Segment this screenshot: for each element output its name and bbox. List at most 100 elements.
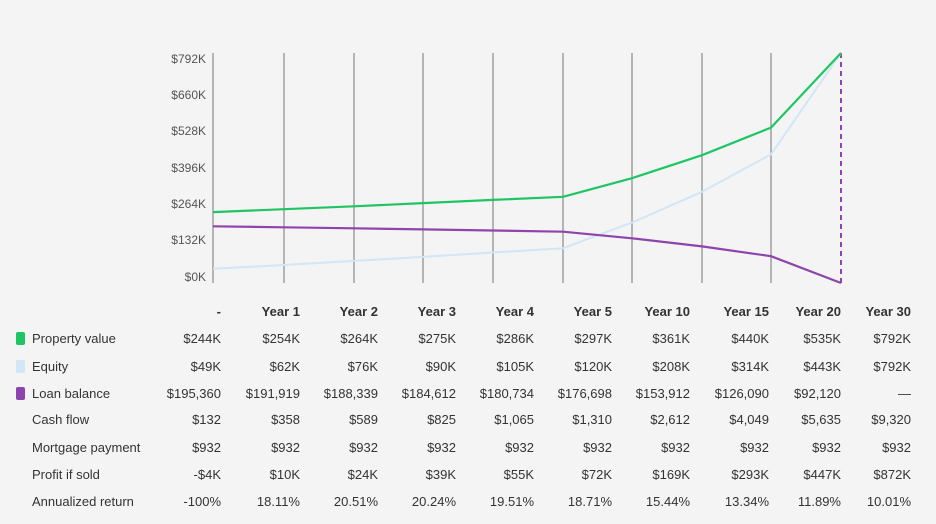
table-cell: $932	[505, 440, 534, 455]
table-cell: $244K	[183, 331, 221, 346]
table-cell: -$4K	[193, 467, 221, 482]
table-cell: $62K	[269, 359, 300, 374]
column-header: Year 10	[644, 304, 690, 319]
table-cell: $92,120	[794, 386, 841, 401]
table-cell: $9,320	[871, 412, 911, 427]
table-row: Loan balance $195,360 $191,919 $188,339 $184…	[0, 383, 936, 405]
table-cell: $932	[271, 440, 300, 455]
row-label: Cash flow	[32, 412, 90, 427]
series-line-loan-balance	[212, 225, 842, 285]
table-cell: $184,612	[401, 386, 456, 401]
table-cell: 10.01%	[866, 494, 911, 509]
table-cell: $589	[349, 412, 378, 427]
table-cell: $49K	[190, 359, 221, 374]
table-cell: 19.51%	[489, 494, 534, 509]
table-cell: $180,734	[479, 386, 534, 401]
table-cell: $932	[427, 440, 456, 455]
chart-series	[212, 52, 842, 285]
table-cell: $872K	[873, 467, 911, 482]
table-cell: $932	[583, 440, 612, 455]
column-header: -	[216, 304, 221, 319]
table-row: Annualized return -100% 18.11% 20.51% 20.24%…	[0, 491, 936, 513]
table-cell: 13.34%	[724, 494, 769, 509]
series-line-equity	[212, 52, 842, 270]
table-cell: $535K	[803, 331, 841, 346]
column-header: Year 2	[339, 304, 378, 319]
table-cell: $24K	[347, 467, 378, 482]
table-row: Equity $49K $62K $76K $90K $105K $120K $208K $31…	[0, 356, 936, 378]
projection-chart: $0K $132K $264K $396K $528K $660K $792K	[171, 52, 842, 285]
table-cell: $132	[192, 412, 221, 427]
y-tick-label: $528K	[171, 124, 206, 138]
table-cell: $72K	[581, 467, 612, 482]
table-cell: $825	[427, 412, 456, 427]
table-row: Cash flow $132 $358 $589 $825 $1,065 $1,310 $2,…	[0, 409, 936, 431]
table-cell: 11.89%	[797, 494, 841, 509]
legend-swatch	[16, 332, 25, 345]
table-cell: $1,065	[494, 412, 534, 427]
table-cell: $169K	[652, 467, 690, 482]
table-cell: $188,339	[323, 386, 378, 401]
table-cell: 18.71%	[567, 494, 612, 509]
table-cell: $191,919	[245, 386, 300, 401]
table-cell: $932	[349, 440, 378, 455]
vertical-gridlines	[212, 53, 842, 283]
column-header: Year 3	[417, 304, 456, 319]
row-label: Loan balance	[32, 386, 111, 401]
column-header: Year 20	[795, 304, 841, 319]
row-label: Mortgage payment	[32, 440, 141, 455]
table-cell: $314K	[731, 359, 769, 374]
table-cell: $297K	[574, 331, 612, 346]
table-cell: $120K	[574, 359, 612, 374]
table-cell: $254K	[262, 331, 300, 346]
table-cell: $358	[271, 412, 300, 427]
row-label: Equity	[32, 359, 69, 374]
table-cell: $264K	[340, 331, 378, 346]
table-cell: $176,698	[557, 386, 612, 401]
table-cell: $792K	[873, 331, 911, 346]
y-tick-label: $660K	[171, 88, 206, 102]
table-cell: $2,612	[650, 412, 690, 427]
table-cell: 18.11%	[256, 494, 300, 509]
column-header: Year 5	[573, 304, 612, 319]
y-tick-label: $396K	[171, 161, 206, 175]
column-header: Year 30	[865, 304, 911, 319]
column-header: Year 15	[723, 304, 769, 319]
table-cell: $4,049	[729, 412, 769, 427]
table-cell: $293K	[731, 467, 769, 482]
table-cell: 20.51%	[333, 494, 378, 509]
table-cell: $55K	[503, 467, 534, 482]
table-cell: $1,310	[572, 412, 612, 427]
table-cell: $792K	[873, 359, 911, 374]
table-cell: $932	[192, 440, 221, 455]
column-header: Year 4	[495, 304, 534, 319]
row-label: Profit if sold	[32, 467, 100, 482]
table-cell: $105K	[496, 359, 534, 374]
table-cell: $76K	[347, 359, 378, 374]
table-cell: $5,635	[801, 412, 841, 427]
y-tick-label: $132K	[171, 233, 206, 247]
table-cell: $447K	[803, 467, 841, 482]
table-cell: $126,090	[714, 386, 769, 401]
table-cell: -100%	[183, 494, 221, 509]
y-tick-label: $0K	[185, 270, 206, 284]
row-label: Property value	[32, 331, 116, 346]
y-tick-label: $792K	[171, 52, 206, 66]
table-cell: $932	[882, 440, 911, 455]
table-row: Property value $244K $254K $264K $275K $286K $…	[0, 328, 936, 350]
table-cell: $932	[661, 440, 690, 455]
legend-swatch	[16, 360, 25, 373]
table-cell: $39K	[425, 467, 456, 482]
table-cell: $153,912	[635, 386, 690, 401]
table-cell: $932	[740, 440, 769, 455]
table-cell: $932	[812, 440, 841, 455]
table-cell: $10K	[269, 467, 300, 482]
table-row: Mortgage payment $932 $932 $932 $932 $932 $932…	[0, 437, 936, 459]
table-cell: 15.44%	[645, 494, 690, 509]
table-cell: $195,360	[166, 386, 221, 401]
table-cell: —	[898, 386, 911, 401]
table-cell: $286K	[496, 331, 534, 346]
row-label: Annualized return	[32, 494, 134, 509]
table-cell: 20.24%	[411, 494, 456, 509]
table-row: Profit if sold -$4K $10K $24K $39K $55K $72K $1…	[0, 464, 936, 486]
